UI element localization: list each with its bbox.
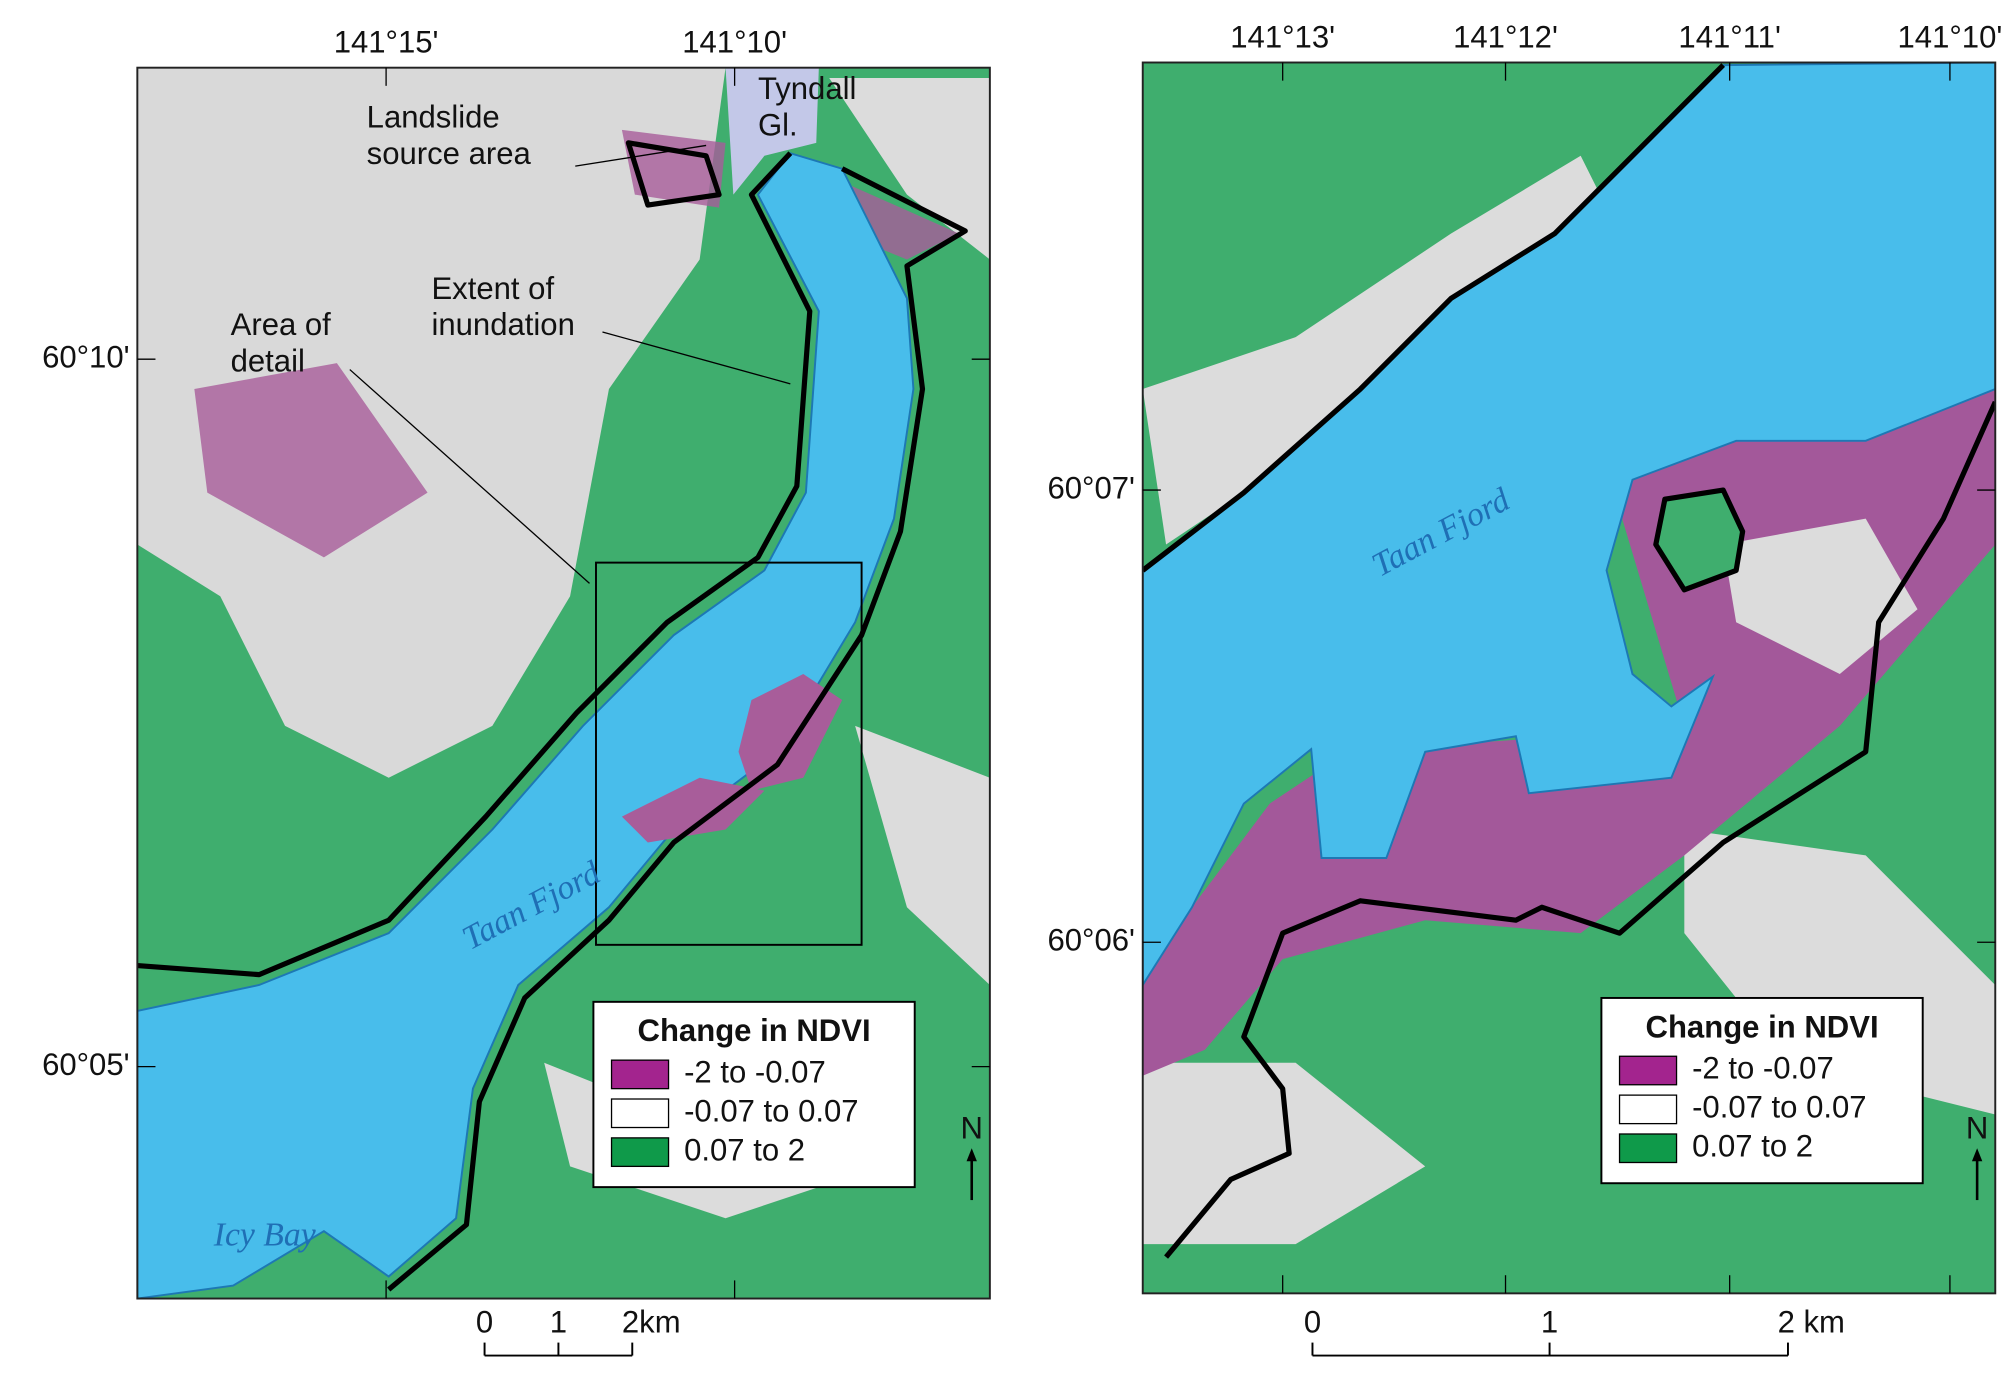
scale-label: 0	[1304, 1305, 1321, 1340]
legend-title: Change in NDVI	[638, 1013, 871, 1048]
longitude-label: 141°13'	[1230, 19, 1335, 54]
annotation: inundation	[431, 307, 574, 342]
north-arrowhead	[966, 1148, 977, 1162]
scale-label: 1	[1541, 1305, 1558, 1340]
annotation: Gl.	[758, 108, 798, 143]
left-frame	[136, 66, 991, 1300]
north-arrowhead	[1971, 1148, 1983, 1162]
north-label: N	[1966, 1110, 1988, 1145]
scale-label: 2km	[622, 1305, 681, 1340]
latitude-label: 60°10'	[42, 339, 130, 374]
legend-swatch	[1618, 1133, 1678, 1164]
legend-label: -0.07 to 0.07	[1692, 1090, 1867, 1125]
legend-label: 0.07 to 2	[684, 1132, 805, 1167]
latitude-label: 60°07'	[1047, 470, 1135, 505]
legend-label: -2 to -0.07	[684, 1055, 826, 1090]
longitude-label: 141°10'	[1898, 19, 2003, 54]
left-map	[137, 67, 990, 1299]
legend-title: Change in NDVI	[1646, 1009, 1879, 1044]
latitude-label: 60°06'	[1047, 922, 1135, 957]
legend-swatch	[610, 1137, 670, 1168]
annotation: source area	[367, 136, 532, 171]
legend-swatch	[610, 1098, 670, 1129]
legend-label: 0.07 to 2	[1692, 1128, 1813, 1163]
longitude-label: 141°10'	[682, 25, 787, 60]
legend-label: -2 to -0.07	[1692, 1051, 1834, 1086]
bay-label: Icy Bay	[213, 1216, 316, 1253]
legend-swatch	[1618, 1094, 1678, 1125]
scale-label: 1	[550, 1305, 567, 1340]
scale-label: 2 km	[1778, 1305, 1845, 1340]
legend-label: -0.07 to 0.07	[684, 1093, 859, 1128]
legend-swatch	[610, 1059, 670, 1090]
longitude-label: 141°12'	[1453, 19, 1558, 54]
annotation: Extent of	[431, 271, 554, 306]
right-frame	[1141, 61, 1997, 1295]
annotation: detail	[231, 343, 305, 378]
longitude-label: 141°15'	[334, 25, 439, 60]
north-label: N	[960, 1110, 982, 1145]
longitude-label: 141°11'	[1678, 19, 1780, 54]
legend-swatch	[1618, 1055, 1678, 1086]
annotation: Area of	[231, 307, 332, 342]
latitude-label: 60°05'	[42, 1047, 130, 1082]
scale-label: 0	[476, 1305, 493, 1340]
annotation: Landslide	[367, 100, 500, 135]
annotation: Tyndall	[758, 71, 856, 106]
